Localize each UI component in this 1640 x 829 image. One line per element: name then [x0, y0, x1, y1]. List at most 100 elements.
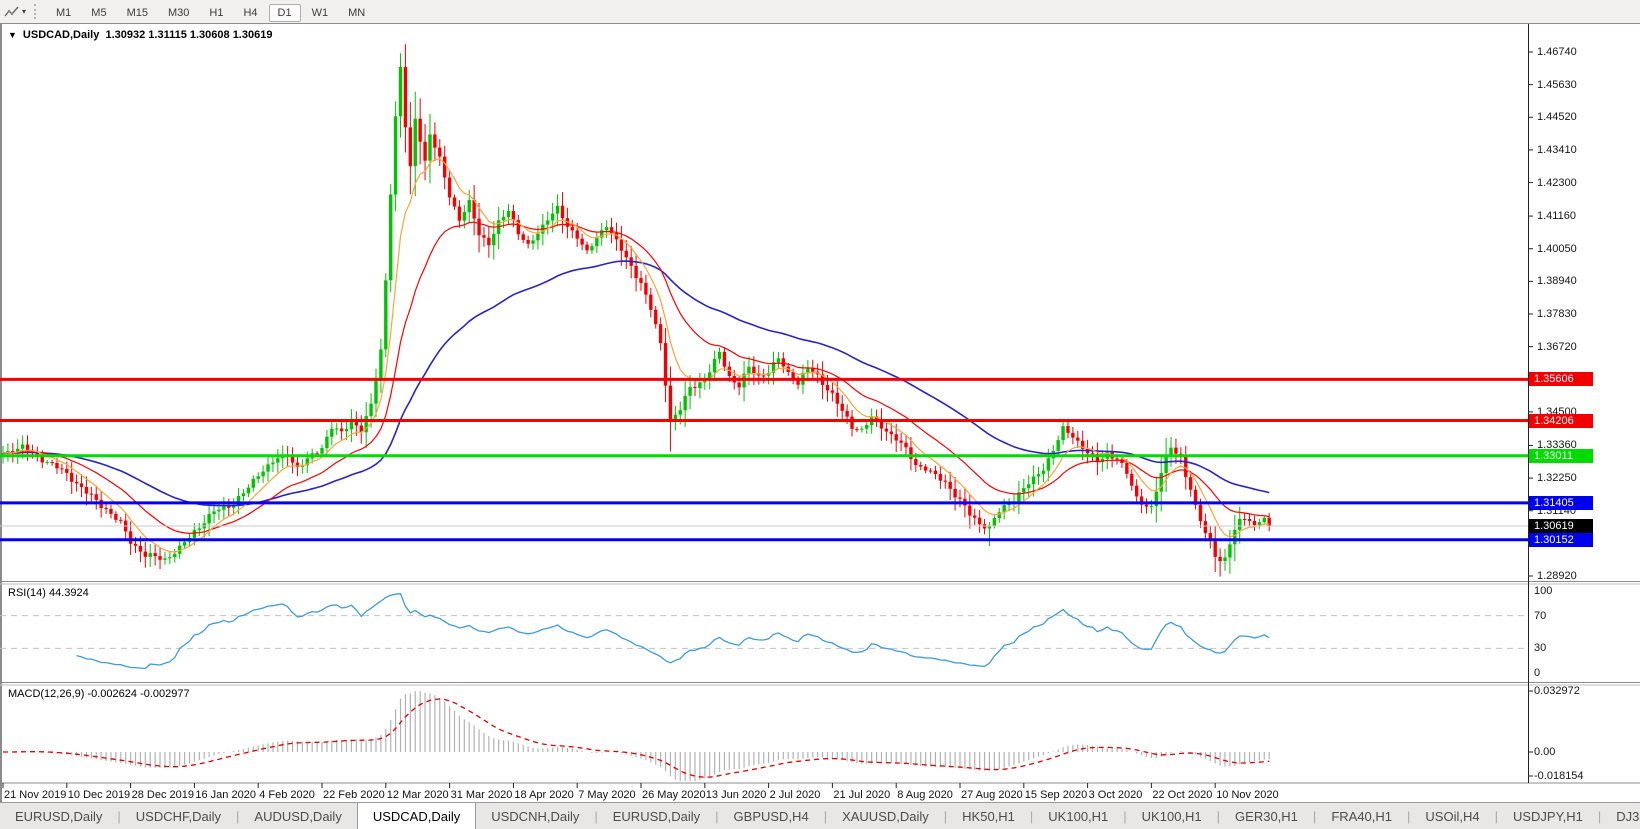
date-axis-label: 12 Mar 2020: [386, 789, 449, 801]
ma-mid-line: [2, 221, 1270, 535]
macd-indicator-label: MACD(12,26,9) -0.002624 -0.002977: [8, 688, 190, 700]
chart-tab-uk100[interactable]: UK100,H1: [1141, 809, 1202, 824]
chevron-down-icon: ▾: [22, 7, 27, 16]
date-axis-label: 27 Aug 2020: [961, 789, 1023, 801]
date-axis-label: 2 Jul 2020: [769, 789, 821, 801]
moving-averages-group: [2, 158, 1270, 553]
tab-separator: |: [1312, 809, 1317, 824]
date-axis-label: 26 May 2020: [642, 789, 706, 801]
chart-tab-hk50[interactable]: HK50,H1: [962, 809, 1015, 824]
timeframe-button-m1[interactable]: M1: [56, 6, 72, 19]
rsi-axis-tick: 70: [1534, 609, 1547, 622]
chart-title: ▼ USDCAD,Daily 1.30932 1.31115 1.30608 1.…: [8, 29, 272, 41]
date-axis-label: 10 Dec 2019: [67, 789, 131, 801]
macd-axis-tick: -0.018154: [1534, 770, 1584, 782]
tab-separator: |: [594, 809, 598, 824]
chart-tabs: EURUSD,Daily | USDCHF,Daily | AUDUSD,Daily US…: [0, 803, 1640, 829]
tab-separator: |: [1407, 809, 1411, 824]
chart-canvas[interactable]: [0, 23, 1640, 802]
timeframe-button-d1[interactable]: D1: [268, 3, 301, 22]
rsi-axis-tick: 0: [1534, 667, 1541, 679]
date-axis-label: 21 Nov 2019: [4, 789, 67, 801]
macd-histogram: [7, 691, 1270, 781]
price-axis-tick: 1.33360: [1537, 439, 1577, 452]
macd-signal-line: [3, 698, 1270, 778]
timeframe-button-m5[interactable]: M5: [91, 6, 107, 19]
date-axis-label: 8 Aug 2020: [897, 789, 953, 801]
price-axis-tick: 1.32250: [1537, 472, 1577, 485]
price-level-badge: 1.30152: [1529, 532, 1593, 547]
chart-tab-dj30[interactable]: DJ30,Daily: [1616, 809, 1640, 824]
chart-tab-gbpusd[interactable]: GBPUSD,H4: [733, 809, 809, 824]
timeframe-button-m15[interactable]: M15: [126, 6, 148, 19]
date-axis-label: 4 Feb 2020: [259, 789, 315, 801]
price-axis-tick: 1.37830: [1537, 307, 1577, 320]
chart-symbol: USDCAD,Daily: [22, 29, 100, 41]
date-axis-label: 13 Jun 2020: [705, 789, 767, 801]
date-axis-label: 7 May 2020: [578, 789, 636, 801]
chart-tool-icon[interactable]: ▾: [4, 5, 26, 19]
chart-menu-arrow-icon[interactable]: ▼: [8, 30, 17, 40]
timeframe-button-m30[interactable]: M30: [167, 6, 190, 19]
chart-tab-usdchf[interactable]: USDCHF,Daily: [135, 809, 222, 824]
timeframe-button-h1[interactable]: H1: [209, 6, 224, 19]
tab-separator: |: [943, 809, 948, 824]
macd-axis-tick: 0.032972: [1534, 685, 1580, 697]
date-axis-label: 21 Jul 2020: [833, 789, 891, 801]
price-level-badge: 1.31405: [1529, 495, 1593, 510]
chart-tab-usdcnh[interactable]: USDCNH,Daily: [491, 809, 580, 824]
chart-tab-fra40[interactable]: FRA40,H1: [1331, 809, 1393, 824]
date-axis-label: 3 Oct 2020: [1088, 789, 1143, 801]
price-level-badge: 1.34206: [1529, 413, 1593, 428]
tab-separator: |: [1494, 809, 1498, 824]
ma-slow-line: [2, 260, 1270, 507]
chart-tab-usoil[interactable]: USOil,H4: [1425, 809, 1480, 824]
price-axis-tick: 1.46740: [1537, 46, 1577, 58]
price-axis-tick: 1.36720: [1537, 340, 1577, 353]
current-price-badge: 1.30619: [1529, 519, 1593, 534]
line-chart-icon: [4, 6, 19, 16]
tab-separator: |: [1029, 809, 1034, 824]
tab-separator: |: [1216, 809, 1221, 824]
rsi-axis-tick: 30: [1534, 642, 1547, 655]
rsi-indicator-label: RSI(14) 44.3924: [8, 587, 89, 599]
timeframe-button-mn[interactable]: MN: [348, 6, 366, 19]
date-axis-label: 18 Apr 2020: [514, 789, 574, 801]
date-axis-label: 22 Oct 2020: [1152, 789, 1213, 801]
timeframe-button-h4[interactable]: H4: [243, 6, 258, 19]
chart-tab-uk100[interactable]: UK100,H1: [1048, 809, 1109, 824]
price-axis-tick: 1.42300: [1537, 176, 1577, 189]
date-axis-label: 28 Dec 2019: [131, 789, 194, 801]
price-level-badge: 1.33011: [1529, 448, 1593, 463]
chart-tab-audusd[interactable]: AUDUSD,Daily: [254, 809, 342, 824]
tab-separator: |: [1597, 809, 1602, 824]
candles-group: [1, 44, 1271, 577]
chart-tab-xauusd[interactable]: XAUUSD,Daily: [842, 809, 929, 824]
toolbar-grip: [34, 4, 39, 19]
chart-tab-eurusd[interactable]: EURUSD,Daily: [612, 809, 701, 824]
price-axis-tick: 1.41160: [1537, 210, 1576, 223]
chart-tabs-bar: EURUSD,Daily | USDCHF,Daily | AUDUSD,Daily US…: [0, 802, 1640, 829]
price-axis-tick: 1.28920: [1537, 569, 1577, 582]
price-axis-tick: 1.43410: [1537, 143, 1577, 156]
price-axis-tick: 1.40050: [1537, 242, 1577, 255]
price-axis-tick: 1.44520: [1537, 111, 1577, 124]
date-axis-label: 16 Jan 2020: [195, 789, 256, 801]
chart-tab-usdjpy[interactable]: USDJPY,H1: [1512, 809, 1583, 824]
price-axis-tick: 1.38940: [1537, 275, 1577, 288]
chart-tab-ger30[interactable]: GER30,H1: [1235, 809, 1298, 824]
ma-fast-line: [2, 158, 1270, 553]
timeframe-buttons: M1 M5 M15 M30 H1 H4 D1 W1 MN: [46, 3, 375, 22]
chart-window[interactable]: [0, 23, 1640, 802]
date-axis-label: 31 Mar 2020: [450, 789, 513, 801]
date-axis-label: 10 Nov 2020: [1216, 789, 1279, 801]
timeframe-button-w1[interactable]: W1: [311, 6, 329, 19]
chart-tab-eurusd[interactable]: EURUSD,Daily: [15, 809, 103, 824]
tab-separator: |: [117, 809, 121, 824]
price-axis-tick: 1.45630: [1537, 78, 1577, 91]
macd-axis-tick: 0.00: [1534, 746, 1556, 758]
chart-tab-usdcad-active[interactable]: USDCAD,Daily: [356, 803, 477, 829]
date-axis-label: 22 Feb 2020: [323, 789, 385, 801]
tab-separator: |: [823, 809, 828, 824]
